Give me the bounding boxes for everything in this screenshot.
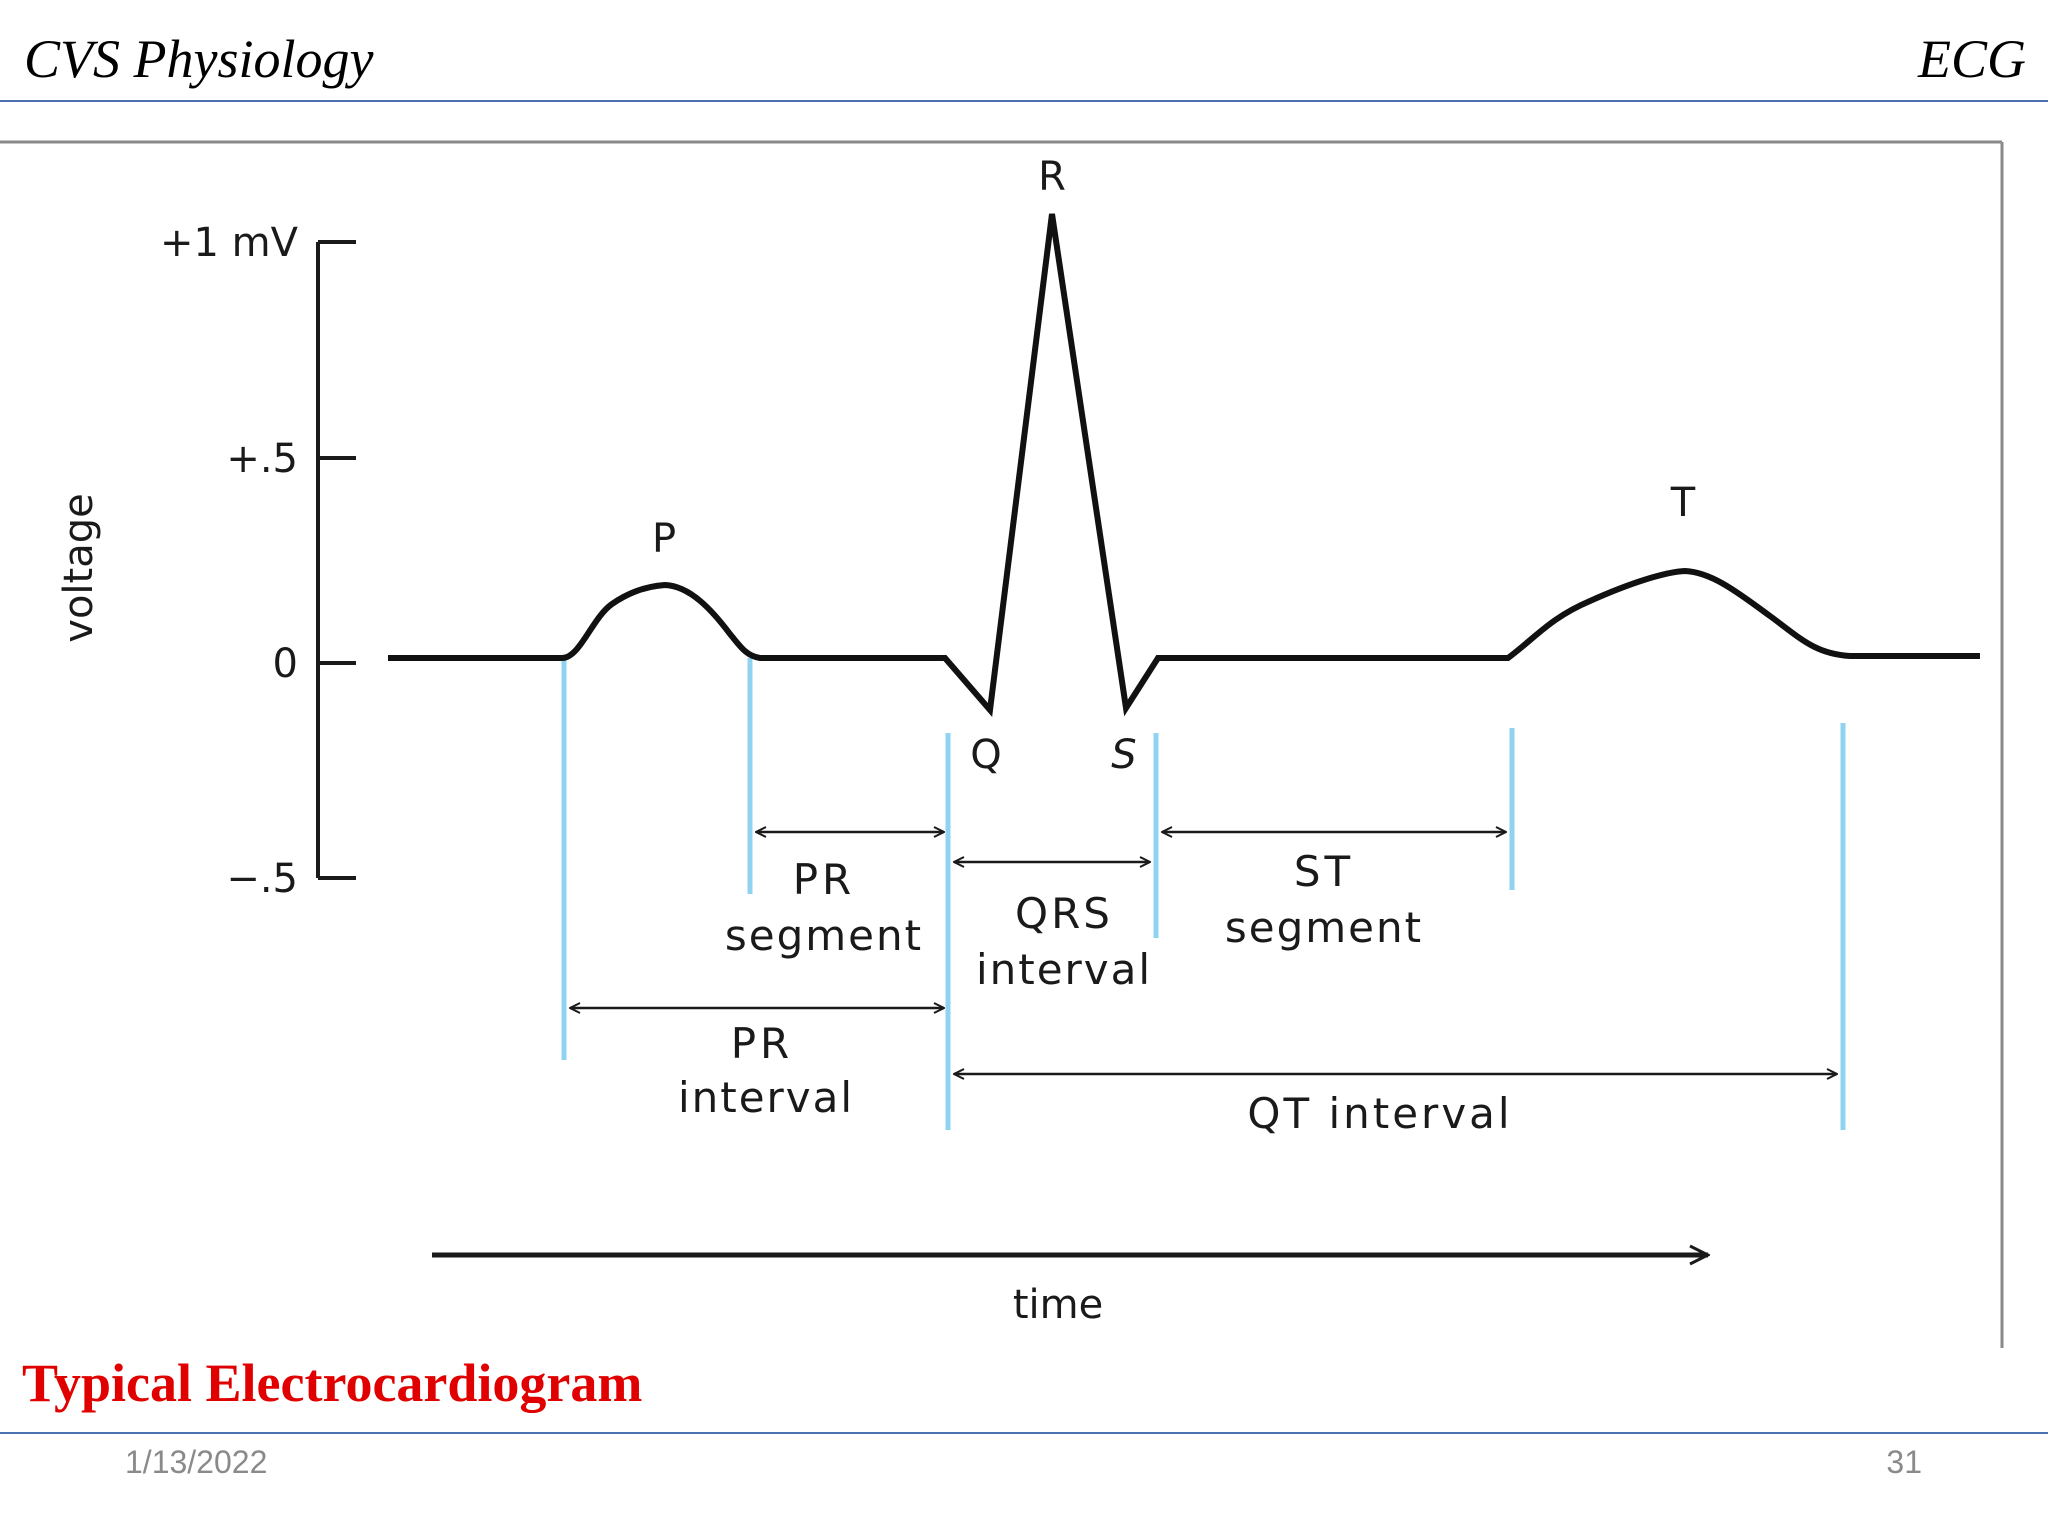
page-number: 31 [1886,1444,1922,1480]
y-axis-label: voltage [56,493,102,642]
pr-segment-label-line1: PR [793,855,856,904]
qt-interval-label: QT interval [1247,1089,1512,1138]
footer-divider [0,1432,2048,1434]
pr-segment-label-line2: segment [725,911,923,960]
qrs-interval-label-line2: interval [976,945,1152,994]
header-topic: ECG [1918,29,2026,89]
interval-arrows [570,832,1837,1074]
wave-label-q: Q [970,732,1001,778]
wave-label-p: P [652,516,676,562]
figure-caption: Typical Electrocardiogram [22,1353,643,1413]
pr-interval-label-line2: interval [678,1073,854,1122]
header-divider [0,100,2048,102]
st-segment-label-line1: ST [1294,847,1354,896]
ecg-diagram: +1 mV +.5 0 −.5 voltage P R Q S T PR seg… [0,140,2004,1348]
wave-label-s: S [1111,732,1136,778]
y-tick-label: 0 [273,641,298,687]
interval-markers [561,658,1846,1130]
wave-label-t: T [1670,480,1696,526]
y-tick-label: +.5 [226,436,298,482]
time-axis-label: time [1013,1282,1103,1328]
y-tick-label: +1 mV [160,220,299,266]
y-axis [316,240,356,880]
wave-label-r: R [1038,154,1066,200]
y-tick-label: −.5 [226,856,298,902]
ecg-trace [388,213,1980,718]
st-segment-label-line2: segment [1225,903,1423,952]
footer-date: 1/13/2022 [125,1444,268,1480]
pr-interval-label-line1: PR [731,1019,794,1068]
qrs-interval-label-line1: QRS [1015,889,1113,938]
header-title: CVS Physiology [24,29,374,89]
